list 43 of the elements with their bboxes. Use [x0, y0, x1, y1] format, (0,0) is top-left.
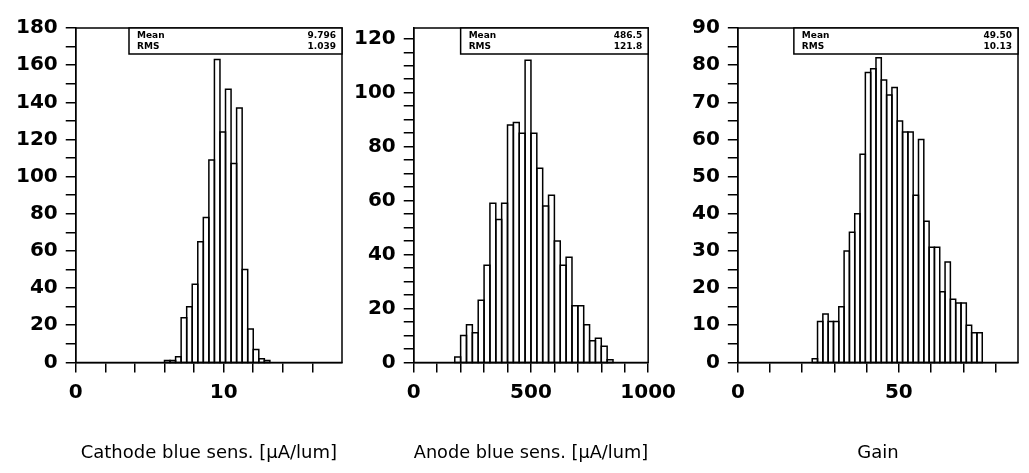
- y-tick-label: 10: [691, 311, 720, 336]
- y-tick-label: 140: [16, 88, 58, 113]
- x-tick-label: 50: [884, 378, 913, 403]
- y-tick-label: 60: [367, 186, 396, 211]
- y-tick-label: 40: [691, 199, 720, 224]
- x-tick-label: 0: [68, 378, 83, 403]
- y-tick-label: 50: [691, 162, 720, 187]
- y-tick-label: 20: [29, 311, 58, 336]
- y-tick-label: 160: [16, 51, 58, 76]
- y-tick-label: 60: [691, 125, 720, 150]
- text: RMS 1.039: [137, 40, 336, 51]
- x-axis-title: Anode blue sens. [μA/lum]: [413, 440, 649, 462]
- y-tick-label: 100: [354, 78, 396, 103]
- y-tick-label: 80: [691, 51, 720, 76]
- text: RMS 121.8: [468, 40, 643, 51]
- y-tick-label: 30: [691, 237, 720, 262]
- text: Mean 486.5: [468, 29, 643, 40]
- y-tick-label: 0: [381, 348, 396, 373]
- y-tick-label: 100: [16, 162, 58, 187]
- x-tick-label: 0: [730, 378, 745, 403]
- x-tick-label: 500: [510, 378, 552, 403]
- y-tick-label: 0: [705, 348, 720, 373]
- y-tick-label: 20: [691, 274, 720, 299]
- y-tick-label: 0: [43, 348, 58, 373]
- y-tick-label: 120: [16, 125, 58, 150]
- y-tick-label: 20: [367, 294, 396, 319]
- y-tick-label: 180: [16, 14, 58, 39]
- y-tick-label: 80: [29, 199, 58, 224]
- y-tick-label: 120: [354, 24, 396, 49]
- x-tick-label: 1000: [620, 378, 676, 403]
- text: RMS 10.13: [801, 40, 1012, 51]
- y-tick-label: 40: [29, 274, 58, 299]
- y-tick-label: 40: [367, 240, 396, 265]
- text: Mean 9.796: [137, 29, 336, 40]
- x-axis-title: Gain: [857, 440, 899, 462]
- x-tick-label: 10: [209, 378, 238, 403]
- y-tick-label: 80: [367, 132, 396, 157]
- y-tick-label: 60: [29, 237, 58, 262]
- text: Mean 49.50: [801, 29, 1012, 40]
- x-tick-label: 0: [406, 378, 421, 403]
- x-axis-title: Cathode blue sens. [μA/lum]: [80, 440, 338, 462]
- y-tick-label: 90: [691, 14, 720, 39]
- y-tick-label: 70: [691, 88, 720, 113]
